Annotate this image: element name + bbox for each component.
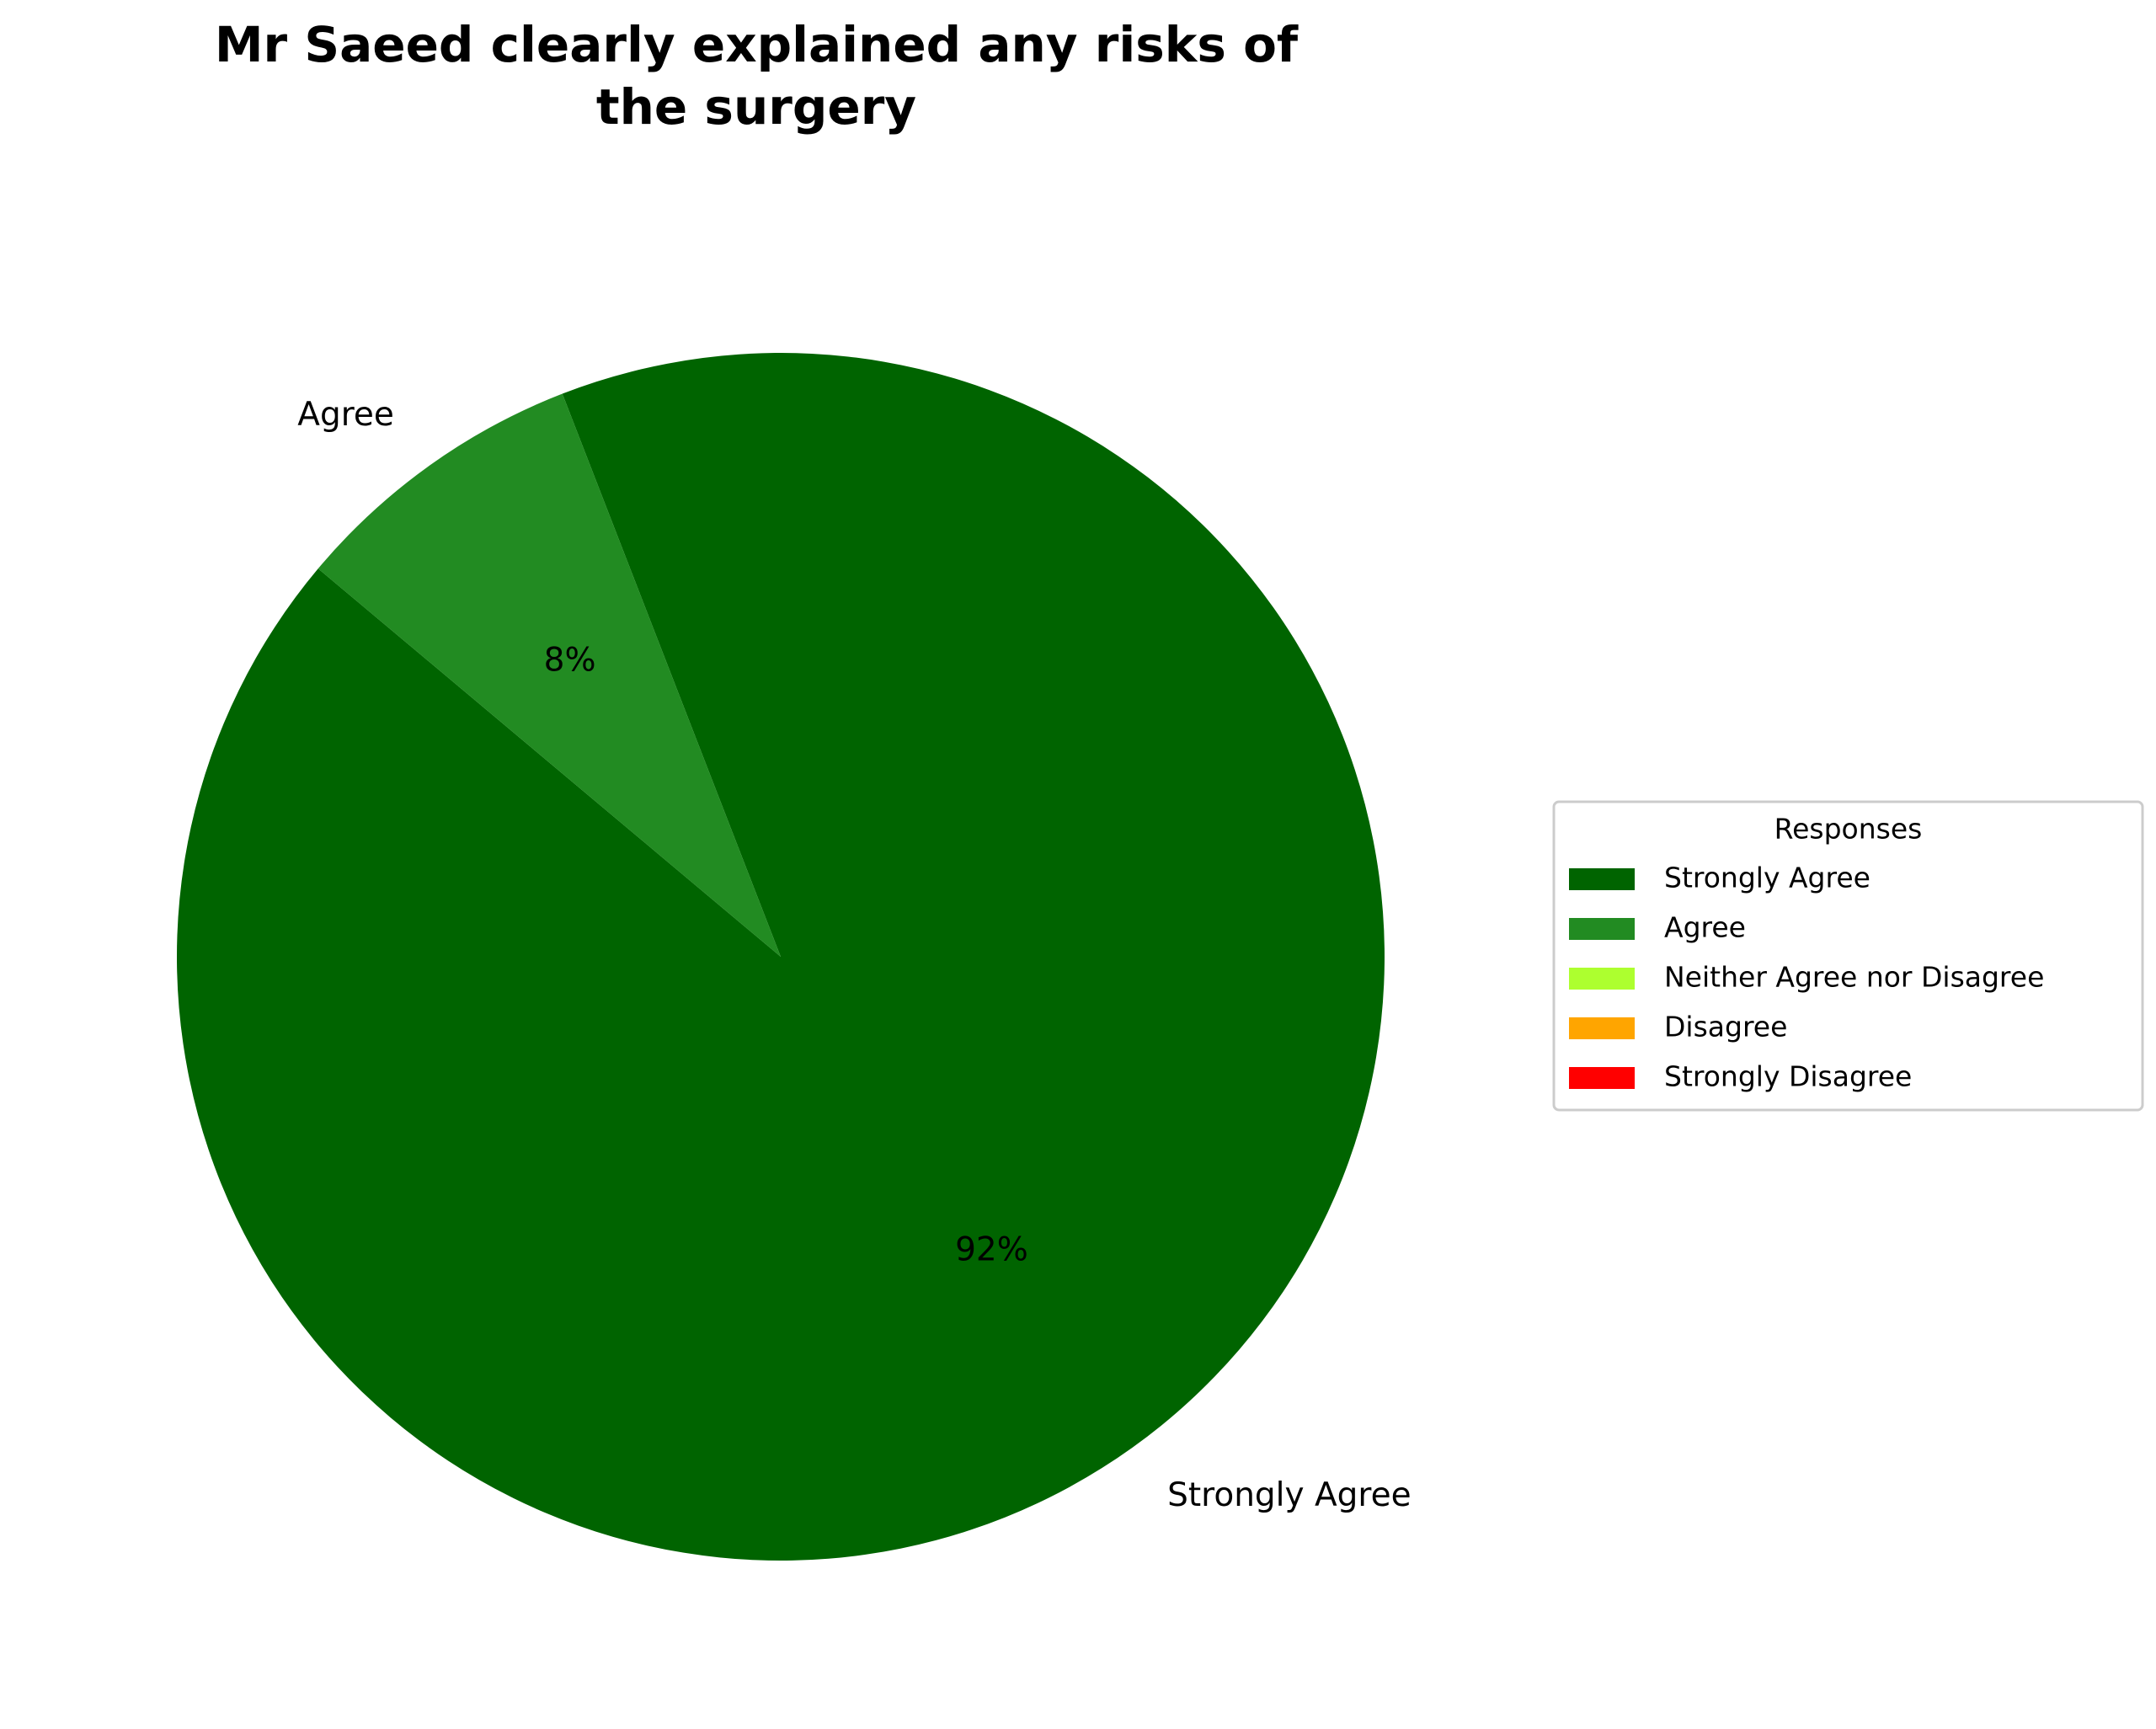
legend-swatch	[1569, 1067, 1635, 1089]
value-label: 8%	[544, 642, 596, 680]
chart-title: Mr Saeed clearly explained any risks of t…	[215, 16, 1299, 136]
slice-label: Agree	[297, 396, 394, 434]
legend-swatch	[1569, 918, 1635, 940]
pie-slice	[176, 352, 1385, 1561]
legend-label: Agree	[1664, 911, 1746, 944]
legend-label: Disagree	[1664, 1011, 1787, 1043]
legend-label: Neither Agree nor Disagree	[1664, 961, 2044, 994]
legend-swatch	[1569, 868, 1635, 890]
legend-label: Strongly Agree	[1664, 862, 1870, 894]
legend-box	[1552, 800, 2144, 1112]
legend-title: Responses	[1774, 813, 1923, 846]
legend-label: Strongly Disagree	[1664, 1060, 1912, 1093]
value-label: 92%	[955, 1230, 1028, 1268]
slice-label: Strongly Agree	[1167, 1476, 1411, 1514]
legend-swatch	[1569, 968, 1635, 990]
pie-slice	[318, 393, 782, 958]
legend-swatch	[1569, 1017, 1635, 1039]
